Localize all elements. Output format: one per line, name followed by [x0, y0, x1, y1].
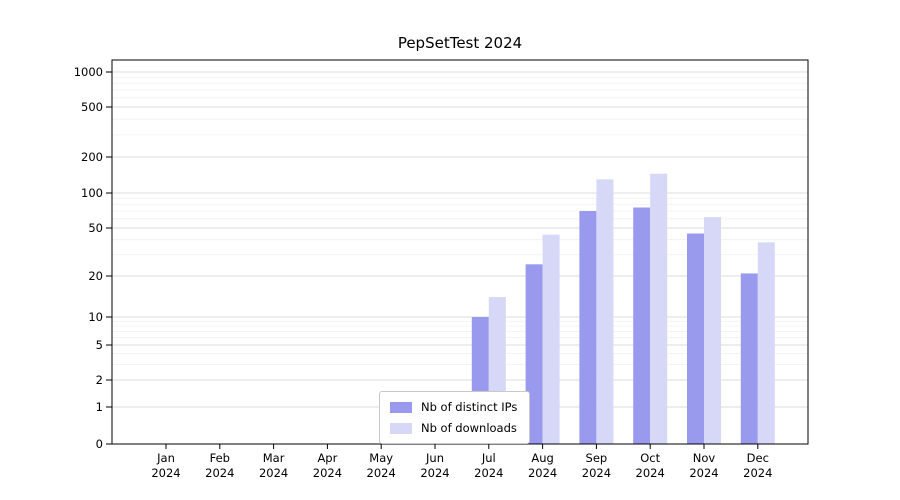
x-tick-label-year: 2024: [259, 466, 288, 480]
x-tick-label-month: May: [369, 451, 393, 465]
y-tick-label: 500: [81, 100, 103, 114]
x-tick-label-month: Jan: [156, 451, 175, 465]
legend-swatch-distinct-ips: [390, 401, 412, 413]
x-tick-label-year: 2024: [367, 466, 396, 480]
x-tick-label-month: Oct: [640, 451, 660, 465]
bar-distinct-ips-oct: [633, 207, 651, 444]
bar-downloads-aug: [542, 234, 560, 444]
y-tick-label: 1000: [74, 65, 103, 79]
x-tick-label-month: Feb: [210, 451, 230, 465]
y-tick-label: 0: [96, 437, 103, 451]
x-tick-label-year: 2024: [743, 466, 772, 480]
x-tick-label-month: Sep: [586, 451, 608, 465]
y-tick-label: 100: [81, 186, 103, 200]
y-tick-label: 10: [88, 310, 103, 324]
x-tick-label-year: 2024: [205, 466, 234, 480]
x-tick-label-year: 2024: [528, 466, 557, 480]
axis-spines: [111, 59, 809, 445]
y-tick-label: 5: [96, 338, 103, 352]
legend-label-distinct-ips: Nb of distinct IPs: [421, 400, 518, 414]
x-tick-label-year: 2024: [420, 466, 449, 480]
y-tick-label: 1: [96, 400, 103, 414]
x-tick-label-month: Apr: [317, 451, 337, 465]
x-tick-label-month: Mar: [263, 451, 285, 465]
legend-entry-distinct-ips: Nb of distinct IPs: [390, 400, 517, 414]
x-tick-label-month: Jun: [425, 451, 444, 465]
bar-downloads-dec: [757, 242, 775, 444]
chart-title: PepSetTest 2024: [397, 34, 523, 52]
y-tick-label: 2: [96, 373, 103, 387]
x-tick-label-month: Jul: [481, 451, 496, 465]
x-tick-label-year: 2024: [582, 466, 611, 480]
bar-distinct-ips-sep: [579, 211, 597, 444]
legend: Nb of distinct IPs Nb of downloads: [379, 391, 531, 444]
bar-distinct-ips-dec: [740, 273, 758, 444]
x-tick-label-month: Aug: [531, 451, 553, 465]
y-tick-label: 20: [88, 269, 103, 283]
legend-swatch-downloads: [390, 422, 412, 434]
bar-downloads-sep: [596, 179, 614, 444]
x-tick-label-month: Dec: [747, 451, 769, 465]
y-tick-label: 200: [81, 150, 103, 164]
bar-downloads-oct: [650, 173, 668, 445]
x-tick-label-year: 2024: [313, 466, 342, 480]
x-tick-label-year: 2024: [474, 466, 503, 480]
legend-entry-downloads: Nb of downloads: [390, 421, 517, 435]
bar-downloads-nov: [704, 217, 721, 444]
legend-label-downloads: Nb of downloads: [421, 421, 517, 435]
x-tick-label-month: Nov: [693, 451, 716, 465]
bar-distinct-ips-nov: [687, 233, 704, 444]
x-tick-label-year: 2024: [636, 466, 665, 480]
x-tick-label-year: 2024: [151, 466, 180, 480]
x-tick-label-year: 2024: [689, 466, 718, 480]
y-tick-label: 50: [88, 221, 103, 235]
